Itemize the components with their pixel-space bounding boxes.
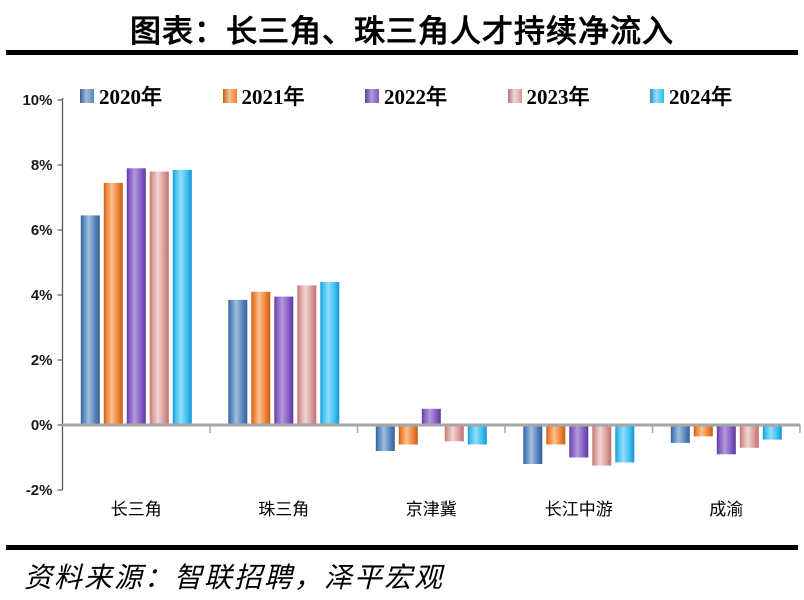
legend-swatch-icon <box>365 89 379 103</box>
bar-chart-svg: 长三角 珠三角 京津冀 长江中游 成渝 10% 8% 6% 4% 2% 0% -2% <box>22 95 801 519</box>
x-axis-label: 京津冀 <box>406 500 457 519</box>
legend-item: 2023年 <box>507 81 590 111</box>
x-axis-label: 长江中游 <box>545 500 613 519</box>
legend-label: 2020年 <box>99 85 162 109</box>
bar-2022年-珠三角 <box>274 296 294 425</box>
x-axis-label: 珠三角 <box>258 500 309 519</box>
bar-2020年-珠三角 <box>228 299 248 425</box>
chart-title: 图表：长三角、珠三角人才持续净流入 <box>130 14 674 49</box>
bar-2020年-成渝 <box>670 425 690 443</box>
legend: 2020年 2021年 2022年 2023年 2024年 <box>80 81 732 111</box>
legend-swatch-icon <box>80 89 94 103</box>
bar-2024年-成渝 <box>762 425 782 440</box>
y-axis-tick-label: 2% <box>31 352 53 369</box>
bar-2024年-京津冀 <box>467 425 487 445</box>
bar-2021年-京津冀 <box>398 425 418 445</box>
bar-2022年-京津冀 <box>421 408 441 426</box>
bar-2024年-长江中游 <box>615 425 635 463</box>
legend-swatch-icon <box>222 89 237 103</box>
bar-2024年-长三角 <box>172 169 192 425</box>
bar-2020年-长三角 <box>80 215 100 425</box>
source-text: 资料来源：智联招聘，泽平宏观 <box>24 563 445 594</box>
legend-item: 2022年 <box>365 81 447 111</box>
title-divider <box>6 50 798 55</box>
x-axis-label: 成渝 <box>709 500 743 519</box>
legend-item: 2021年 <box>222 81 305 111</box>
legend-label: 2022年 <box>384 85 447 109</box>
bar-2020年-长江中游 <box>523 425 543 464</box>
legend-item: 2020年 <box>80 81 162 111</box>
bar-2024年-珠三角 <box>320 282 340 425</box>
legend-label: 2021年 <box>241 85 305 109</box>
legend-swatch-icon <box>507 89 522 103</box>
bar-2023年-成渝 <box>739 425 759 448</box>
legend-swatch-icon <box>650 89 664 103</box>
y-axis-tick-label: 8% <box>31 157 53 174</box>
bar-2021年-成渝 <box>693 425 713 437</box>
bar-2022年-长三角 <box>126 168 146 426</box>
bar-2021年-珠三角 <box>251 291 271 426</box>
legend-label: 2023年 <box>526 85 590 109</box>
bar-2023年-珠三角 <box>297 285 317 426</box>
bar-2023年-京津冀 <box>444 425 464 442</box>
bar-2021年-长三角 <box>103 182 123 425</box>
y-axis-tick-label: 10% <box>22 95 52 109</box>
bar-2023年-长三角 <box>149 171 169 425</box>
legend-label: 2024年 <box>669 85 732 109</box>
bar-2022年-长江中游 <box>569 425 589 458</box>
bar-2022年-成渝 <box>716 425 736 455</box>
y-axis-tick-label: 0% <box>31 417 53 434</box>
x-axis-label: 长三角 <box>111 500 162 519</box>
bar-2021年-长江中游 <box>546 425 566 445</box>
bar-2023年-长江中游 <box>592 425 612 466</box>
y-axis-tick-label: -2% <box>26 482 53 499</box>
footer-divider <box>6 545 798 550</box>
legend-item: 2024年 <box>650 81 732 111</box>
y-axis-tick-label: 4% <box>31 287 53 304</box>
bar-2020年-京津冀 <box>375 425 395 451</box>
y-axis-tick-label: 6% <box>31 222 53 239</box>
